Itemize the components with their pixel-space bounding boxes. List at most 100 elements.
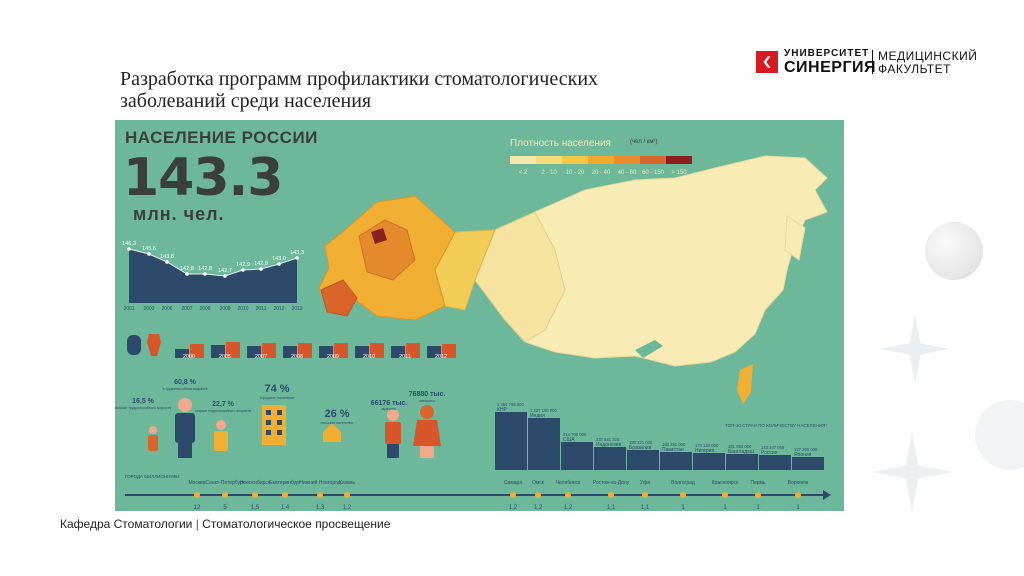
demography-text: 76880 тыс. [409,391,446,398]
country-bar [561,442,593,470]
legend-label: > 150 [671,170,687,176]
deaths-bar [334,343,348,358]
trend-point [277,262,281,266]
city-name: Уфа [640,480,650,486]
births-bar [355,346,369,358]
deaths-bar [406,343,420,358]
trend-year: 2013 [291,306,302,312]
demography-text: женщины [419,399,435,403]
cities-label: ГОРОДА МИЛЛИОННИКИ [125,474,180,479]
deaths-bar [226,342,240,358]
city-name: Новосибирск [240,480,271,486]
country-name: Япония [794,452,812,458]
trend-year: 2002 [143,306,154,312]
deaths-bar [190,344,204,358]
sparkle-icon [880,314,950,384]
city-name: Омск [532,480,545,486]
births-deaths-chart: 2000 2005 2007 2008 2009 2010 2011 2012 [127,334,456,360]
city-population: 12 [194,505,201,511]
man-head-icon [178,398,192,412]
population-trend-line [128,248,298,277]
city-population: 1,2 [343,505,352,511]
legend-label: 20 - 40 [592,170,611,176]
deaths-bar [370,343,384,358]
births-deaths-year: 2005 [219,354,231,360]
city-population: 5 [223,505,227,511]
country-value: 170 123 000 [695,443,719,448]
demography-text: в трудоспособном возрасте [162,387,207,391]
legend-label: 60 - 150 [642,170,665,176]
density-legend-unit: (чел / км²) [630,139,658,145]
population-trend-chart: 146,3 145,6 143,8 142,8 142,8 142,7 142,9 142,9… [122,241,304,312]
university-logo: УНИВЕРСИТЕТ СИНЕРГИЯ МЕДИЦИНСКИЙ ФАКУЛЬТ… [756,48,986,78]
births-deaths-year: 2000 [183,354,195,360]
trend-point [223,274,227,278]
population-trend-labels: 146,3 145,6 143,8 142,8 142,8 142,7 142,9 142,9… [122,241,304,312]
country-value: 199 321 000 [629,440,653,445]
trend-year: 2012 [273,306,284,312]
deaths-bar [442,344,456,358]
city-name: Пермь [750,480,766,486]
child-body-icon [148,435,158,451]
demography-text: городское население [260,396,295,400]
city-name: Ростов-на-Дону [593,480,630,486]
city-population: 1 [796,505,800,511]
cities-timeline: ГОРОДА МИЛЛИОННИКИ Москва 12 Санкт-Петербур… [125,474,831,511]
trend-value: 143,3 [290,250,304,256]
trend-point [165,260,169,264]
trend-year: 2010 [237,306,248,312]
legend-label: 2 - 10 [541,170,557,176]
female-legs-icon [420,446,434,458]
legend-label: < 2 [519,170,528,176]
infographic-graphics: < 2 2 - 10 10 - 20 20 - 40 40 - 60 60 - 150 > … [115,155,831,511]
legend-swatch [588,156,614,164]
slide-footer: Кафедра Стоматологии | Стоматологическое… [60,517,390,531]
baby-icon [127,335,141,355]
legend-label: 40 - 60 [618,170,637,176]
decor-circle-light [975,400,1024,470]
country-value: 161 083 000 [728,444,752,449]
trend-value: 142,9 [254,261,268,267]
country-name: Пакистан [662,447,684,453]
city-marker [317,492,323,498]
trend-point [259,267,263,271]
city-population: 1,2 [564,505,573,511]
trend-year: 2008 [199,306,210,312]
density-legend-title: Плотность населения [510,138,611,149]
slide-title-line2: заболеваний среди населения [120,90,372,112]
trend-value: 143,8 [160,254,174,260]
population-total: 143.3 [123,148,283,208]
city-population: 1,2 [534,505,543,511]
demography-text: 26 % [324,408,349,420]
deaths-bar [298,343,312,358]
city-marker [565,492,571,498]
legend-swatch [510,156,536,164]
trend-year: 2011 [256,306,267,312]
city-marker [535,492,541,498]
trend-year: 2001 [123,306,134,312]
logo-line2: СИНЕРГИЯ [784,59,877,76]
infographic-title: НАСЕЛЕНИЕ РОССИИ [125,128,318,147]
country-value: 1 354 799 000 [497,402,524,407]
legend-swatch [536,156,562,164]
sparkle-icon [872,432,952,512]
legend-swatch [614,156,640,164]
footer-department: Кафедра Стоматологии [60,517,193,531]
demography-text: 22,7 % [212,401,235,408]
city-marker [755,492,761,498]
births-deaths-year: 2009 [327,354,339,360]
trend-point [185,272,189,276]
logo-separator [872,50,873,74]
city-name: Волгоград [671,480,695,486]
legend-label: 10 - 20 [566,170,585,176]
trend-point [203,272,207,276]
elder-head-icon [216,420,226,430]
country-value: 180 291 000 [662,442,686,447]
city-population: 1,1 [607,505,616,511]
logo-mark-icon [756,51,778,73]
map-south [320,279,358,317]
decor-circle-grey [925,222,983,280]
country-value: 314 700 000 [563,432,587,437]
trend-value: 142,8 [198,266,212,272]
